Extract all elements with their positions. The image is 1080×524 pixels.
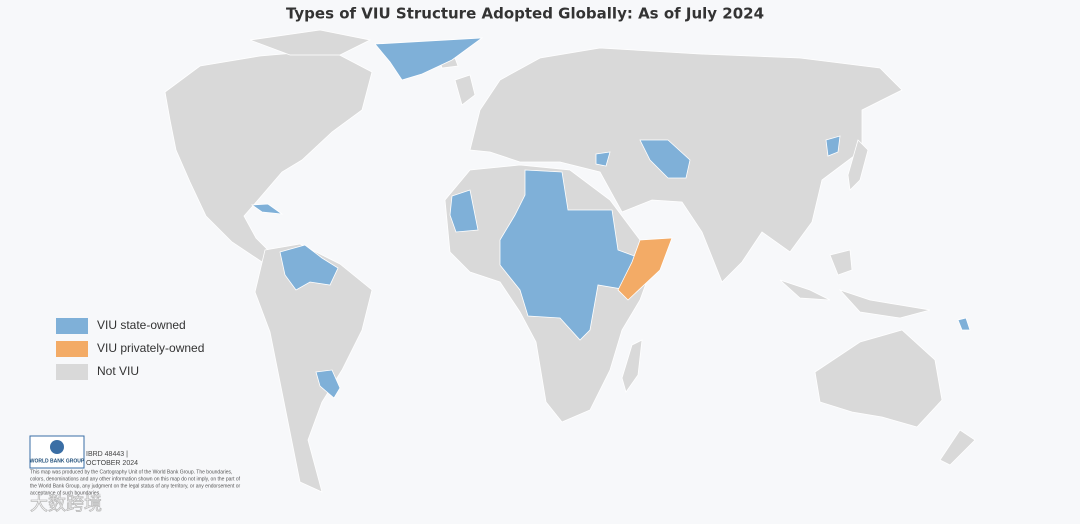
disclaimer-line: This map was produced by the Cartography… [30, 469, 232, 475]
arctic-islands [249, 29, 372, 56]
somalia [617, 237, 673, 301]
legend: VIU state-owned VIU privately-owned Not VI… [56, 318, 204, 380]
world-map [164, 29, 976, 493]
paraguay [315, 369, 341, 399]
syria [595, 151, 611, 167]
credit-block: WORLD BANK GROUP IBRD 48443 | OCTOBER 20… [29, 435, 241, 496]
south-america [254, 243, 373, 493]
legend-label: VIU state-owned [97, 318, 186, 332]
mauritania [449, 189, 479, 233]
disclaimer: This map was produced by the Cartography… [30, 469, 241, 496]
legend-swatch [56, 318, 88, 334]
madagascar [621, 339, 643, 393]
cuba [250, 203, 284, 215]
logo-text: WORLD BANK GROUP [30, 458, 85, 464]
pacific-islands [957, 317, 971, 331]
greenland [374, 37, 484, 81]
map-title: Types of VIU Structure Adopted Globally:… [286, 5, 764, 23]
logo-globe [50, 440, 64, 454]
north-africa-central [499, 169, 641, 341]
venezuela-guyana [279, 244, 339, 291]
north-korea [825, 135, 841, 157]
map-date: OCTOBER 2024 [86, 460, 138, 467]
map-id: IBRD 48443 | [86, 451, 128, 458]
legend-label: Not VIU [97, 364, 139, 378]
legend-label: VIU privately-owned [97, 341, 204, 355]
legend-swatch [56, 341, 88, 357]
watermark: 大数跨境 [30, 494, 102, 514]
disclaimer-line: the World Bank Group, any judgment on th… [30, 483, 241, 489]
disclaimer-line: acceptance of such boundaries. [30, 490, 101, 496]
new-zealand [939, 429, 976, 466]
japan [847, 139, 869, 191]
indonesia [779, 249, 931, 319]
legend-swatch [56, 364, 88, 380]
disclaimer-line: colors, denominations and any other info… [30, 476, 241, 482]
australia [814, 329, 943, 428]
iran-caucasus [639, 139, 691, 179]
